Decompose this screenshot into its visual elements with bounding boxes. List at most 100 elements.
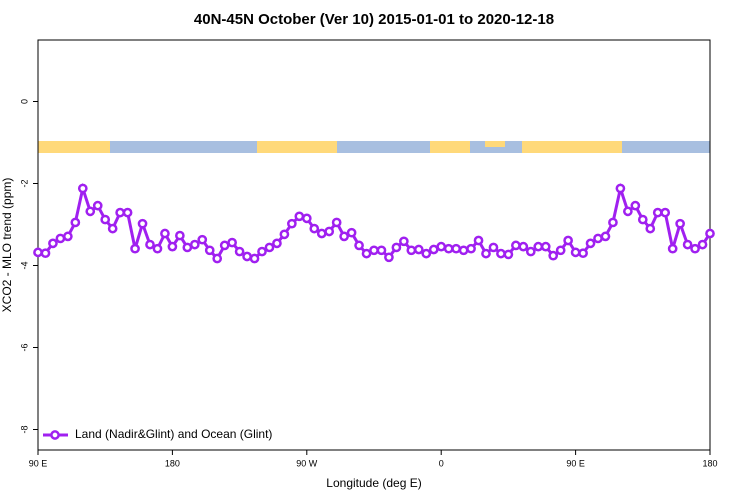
data-point <box>705 228 715 239</box>
land-band <box>38 141 110 153</box>
data-point <box>630 200 641 211</box>
legend-marker <box>50 430 60 440</box>
land-band <box>485 141 505 147</box>
data-point <box>608 217 618 228</box>
data-point <box>219 240 230 251</box>
x-tick-label: 0 <box>439 458 444 468</box>
data-point <box>600 231 611 242</box>
data-point <box>279 229 290 240</box>
data-point <box>563 235 573 246</box>
x-tick-label: 180 <box>702 458 717 468</box>
y-tick-label: -8 <box>19 425 29 433</box>
y-tick-label: -6 <box>19 343 29 351</box>
data-point <box>197 234 208 245</box>
data-point <box>436 241 447 252</box>
data-point <box>391 242 402 253</box>
data-point <box>555 245 566 256</box>
data-point <box>77 183 88 194</box>
data-point <box>690 243 700 254</box>
data-point <box>212 253 223 264</box>
data-point <box>100 214 111 225</box>
data-point <box>272 238 282 249</box>
data-point <box>578 248 588 259</box>
x-tick-label: 180 <box>165 458 180 468</box>
data-point <box>503 249 514 260</box>
land-ocean-strip <box>38 141 710 153</box>
land-band <box>257 141 337 153</box>
data-point <box>204 245 215 256</box>
data-point <box>540 241 551 252</box>
data-point <box>182 242 193 253</box>
data-point <box>593 233 603 244</box>
data-point <box>227 237 237 248</box>
y-axis-label: XCO2 - MLO trend (ppm) <box>0 178 14 313</box>
x-tick-label: 90 W <box>296 458 318 468</box>
data-point <box>33 247 43 258</box>
data-point <box>697 239 708 250</box>
data-point <box>309 223 320 234</box>
data-point <box>234 246 245 257</box>
data-point <box>682 239 693 250</box>
x-tick-label: 90 E <box>29 458 48 468</box>
data-point <box>525 246 536 257</box>
data-point <box>137 218 148 229</box>
data-point <box>675 218 685 229</box>
data-point <box>175 230 185 241</box>
x-tick-label: 90 E <box>566 458 585 468</box>
data-point <box>384 252 394 263</box>
data-point <box>637 214 648 225</box>
data-point <box>242 251 252 262</box>
data-point <box>152 243 163 254</box>
data-point <box>421 248 432 259</box>
land-band <box>522 141 622 153</box>
land-band <box>430 141 470 153</box>
data-point <box>428 244 439 255</box>
data-point <box>376 245 387 256</box>
data-point <box>623 206 633 217</box>
data-point <box>122 207 133 218</box>
y-tick-label: -2 <box>19 179 29 187</box>
data-point <box>331 217 342 228</box>
x-axis-label: Longitude (deg E) <box>326 476 421 490</box>
data-point <box>399 236 409 247</box>
data-point <box>70 217 81 228</box>
data-point <box>473 235 484 246</box>
data-point <box>458 245 469 256</box>
data-point <box>160 228 170 239</box>
data-point <box>85 206 96 217</box>
data-point <box>660 207 671 218</box>
data-point <box>585 238 596 249</box>
data-point <box>324 226 335 237</box>
data-point <box>369 245 379 256</box>
data-point <box>488 242 499 253</box>
data-point <box>189 239 200 250</box>
data-point <box>466 243 476 254</box>
data-point <box>287 218 297 229</box>
data-point <box>667 243 678 254</box>
data-point <box>339 231 349 242</box>
legend-label: Land (Nadir&Glint) and Ocean (Glint) <box>75 427 272 441</box>
data-point <box>63 231 73 242</box>
data-point <box>645 223 656 234</box>
data-point <box>652 207 663 218</box>
data-point <box>92 200 103 211</box>
data-point <box>115 207 125 218</box>
data-point <box>615 183 626 194</box>
data-point <box>413 244 424 255</box>
data-point <box>533 241 544 252</box>
data-point <box>249 253 260 264</box>
data-point <box>361 248 372 259</box>
data-point <box>570 247 581 258</box>
data-point <box>145 239 155 250</box>
data-point <box>40 248 51 259</box>
data-point <box>264 242 275 253</box>
data-point <box>406 245 417 256</box>
data-point <box>346 227 357 238</box>
data-point <box>518 241 529 252</box>
chart-title: 40N-45N October (Ver 10) 2015-01-01 to 2… <box>194 11 554 28</box>
plot-frame <box>37 39 711 451</box>
data-point <box>548 250 559 261</box>
y-tick-label: -4 <box>19 261 29 269</box>
data-point <box>130 243 140 254</box>
